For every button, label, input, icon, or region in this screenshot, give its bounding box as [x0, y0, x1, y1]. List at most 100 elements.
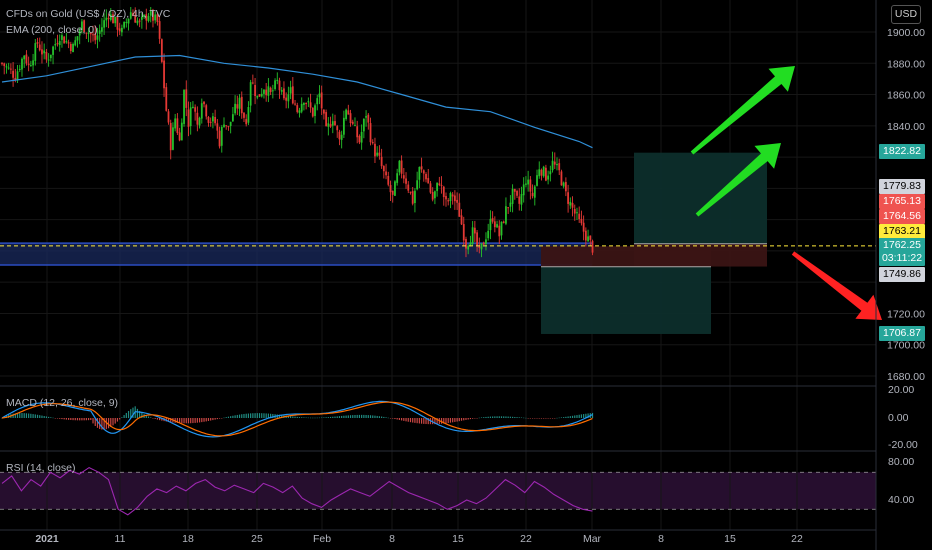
main-series-legend[interactable]: CFDs on Gold (US$ / OZ), 4h, TVC	[6, 8, 171, 20]
candle-body	[160, 39, 163, 62]
candle-body	[440, 185, 443, 187]
rsi-pane	[0, 466, 876, 516]
macd-histogram-bar	[156, 418, 158, 420]
macd-histogram-bar	[352, 415, 354, 418]
candle-body	[467, 245, 470, 250]
ema-legend[interactable]: EMA (200, close, 0)	[6, 24, 98, 36]
candle-body	[214, 117, 217, 124]
candle-body	[442, 186, 445, 198]
candle-body	[194, 107, 197, 112]
macd-histogram-bar	[110, 418, 112, 427]
macd-histogram-bar	[263, 413, 265, 418]
macd-histogram-bar	[196, 418, 198, 423]
price-badge: 1763.21	[879, 224, 925, 239]
candle-body	[225, 125, 228, 127]
macd-histogram-bar	[394, 418, 396, 420]
macd-histogram-bar	[516, 417, 518, 418]
candle-body	[329, 124, 332, 127]
macd-histogram-bar	[540, 418, 543, 419]
candle-body	[551, 160, 554, 171]
macd-histogram-bar	[591, 412, 594, 418]
currency-button[interactable]: USD	[891, 5, 921, 24]
macd-histogram-bar	[305, 417, 307, 419]
candle-body	[469, 242, 472, 247]
candle-body	[41, 49, 43, 55]
macd-histogram-bar	[396, 418, 398, 420]
candle-body	[347, 110, 350, 115]
macd-legend[interactable]: MACD (12, 26, close, 9)	[6, 397, 119, 409]
price-tick: 1840.00	[887, 121, 925, 133]
price-tick: 1700.00	[887, 340, 925, 352]
candle-body	[418, 166, 421, 180]
macd-histogram-bar	[343, 415, 345, 418]
macd-histogram-bar	[43, 416, 45, 418]
macd-histogram-bar	[52, 417, 54, 419]
macd-histogram-bar	[478, 417, 480, 419]
candle-body	[500, 221, 503, 236]
candle-body	[298, 110, 301, 113]
candle-body	[420, 166, 423, 170]
macd-histogram-bar	[261, 413, 263, 418]
ema-line	[1, 54, 593, 149]
candle-body	[107, 18, 110, 20]
macd-histogram-bar	[167, 418, 170, 422]
macd-histogram-bar	[19, 413, 21, 418]
candle-body	[316, 98, 319, 105]
candle-body	[305, 103, 308, 105]
macd-histogram-bar	[92, 418, 94, 424]
macd-histogram-bar	[576, 415, 578, 418]
time-tick: 22	[791, 533, 803, 545]
macd-histogram-bar	[154, 418, 156, 419]
candle-body	[382, 166, 385, 172]
macd-histogram-bar	[367, 415, 369, 418]
macd-histogram-bar	[14, 413, 16, 418]
macd-histogram-bar	[252, 413, 254, 418]
macd-histogram-bar	[81, 418, 83, 421]
macd-histogram-bar	[54, 418, 56, 419]
macd-histogram-bar	[416, 418, 418, 424]
macd-histogram-bar	[23, 413, 25, 418]
macd-histogram-bar	[238, 414, 241, 418]
candle-body	[218, 130, 221, 147]
rsi-tick: 40.00	[888, 494, 914, 506]
macd-histogram-bar	[341, 415, 343, 418]
time-tick: 15	[452, 533, 464, 545]
candle-body	[578, 213, 581, 220]
trend-arrows	[690, 66, 882, 320]
candle-body	[533, 186, 536, 198]
candle-body	[103, 20, 106, 28]
price-badge: 1822.82	[879, 144, 925, 159]
candle-body	[491, 218, 494, 222]
candle-body	[507, 207, 510, 209]
candle-body	[571, 202, 574, 208]
candle-body	[265, 89, 268, 96]
time-tick: Mar	[583, 533, 602, 545]
candle-body	[81, 21, 83, 31]
macd-histogram-bar	[514, 416, 516, 418]
macd-histogram-bar	[39, 415, 41, 418]
candle-body	[385, 171, 387, 176]
candle-body	[96, 35, 99, 40]
macd-histogram-bar	[460, 418, 463, 421]
macd-tick: 20.00	[888, 384, 914, 396]
macd-histogram-bar	[556, 417, 558, 419]
macd-histogram-bar	[327, 417, 329, 418]
candle-body	[562, 182, 565, 187]
macd-histogram-bar	[578, 414, 580, 418]
rsi-tick: 80.00	[888, 456, 914, 468]
candle-body	[198, 117, 201, 126]
candle-body	[69, 43, 72, 52]
candle-body	[509, 202, 512, 207]
candle-body	[287, 94, 290, 102]
candle-body	[243, 112, 245, 118]
time-tick: 8	[658, 533, 664, 545]
rsi-legend[interactable]: RSI (14, close)	[6, 462, 76, 474]
candle-body	[556, 163, 558, 166]
macd-histogram-bar	[141, 412, 143, 418]
macd-histogram-bar	[543, 418, 545, 419]
candle-body	[314, 105, 316, 116]
candle-body	[94, 33, 97, 41]
macd-histogram-bar	[183, 418, 185, 424]
macd-histogram-bar	[90, 418, 92, 421]
